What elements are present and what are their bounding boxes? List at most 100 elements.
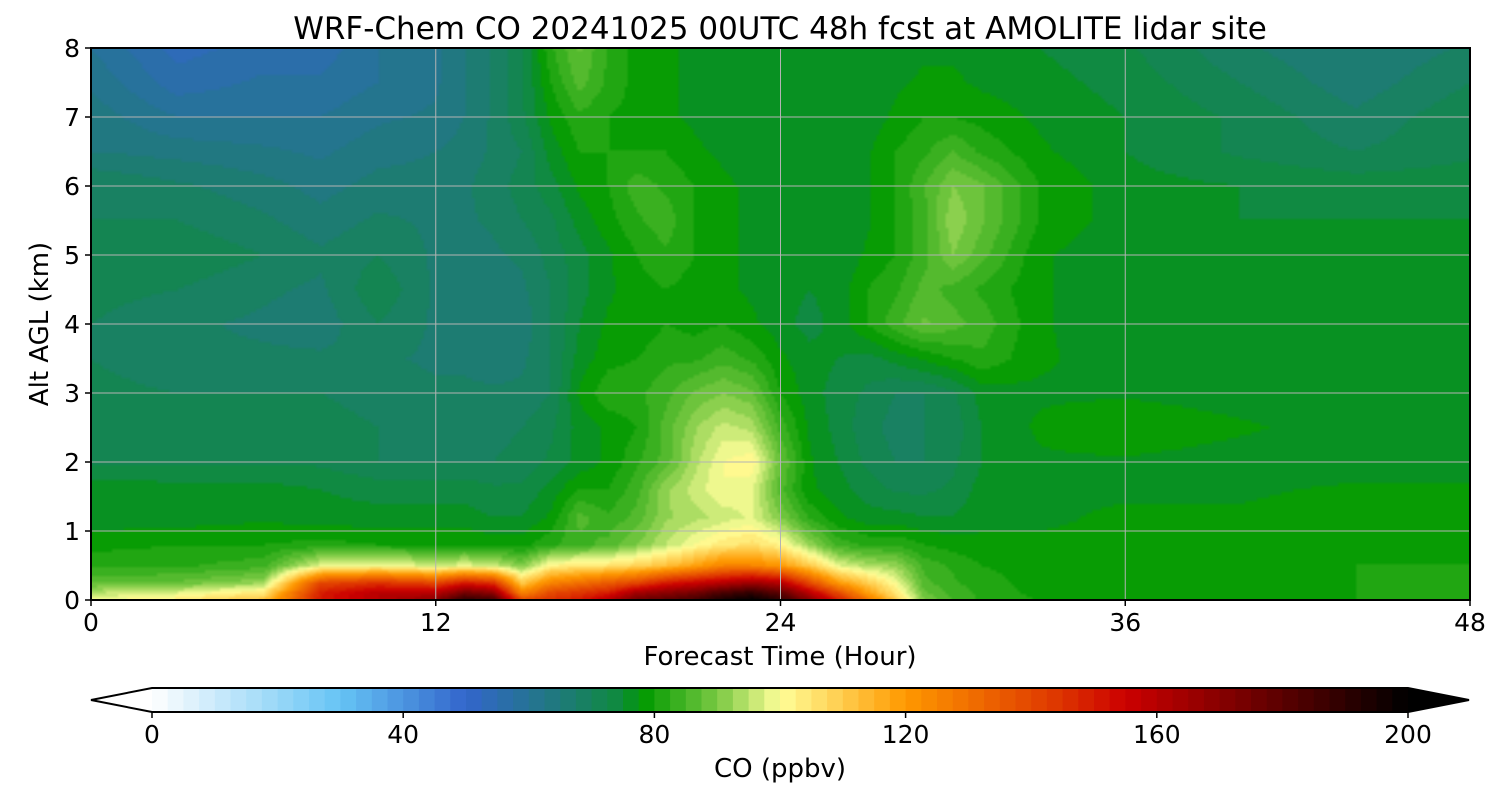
colorbar-swatch xyxy=(1329,688,1346,712)
y-tick-label: 4 xyxy=(64,310,80,339)
colorbar-swatch xyxy=(1046,688,1064,712)
colorbar-swatch xyxy=(717,688,734,712)
y-tick-label: 6 xyxy=(64,172,80,201)
plot-area xyxy=(90,47,1471,601)
x-tick-label: 36 xyxy=(1109,608,1141,637)
colorbar-swatch xyxy=(434,688,451,712)
colorbar-tick-label: 120 xyxy=(882,720,930,749)
colorbar-swatch xyxy=(230,688,247,712)
colorbar-extend-max xyxy=(1408,688,1469,712)
colorbar: 0 40 80 120 160 200 CO (ppbv) xyxy=(90,687,1470,784)
colorbar-swatch xyxy=(937,688,954,712)
colorbar-swatch xyxy=(466,688,483,712)
colorbar-swatch xyxy=(1235,688,1252,712)
colorbar-swatch xyxy=(638,688,655,712)
colorbar-swatch xyxy=(214,688,232,712)
colorbar-swatch xyxy=(324,688,341,712)
colorbar-swatch xyxy=(450,688,467,712)
x-tick-label: 0 xyxy=(83,608,99,637)
colorbar-swatch xyxy=(575,688,593,712)
colorbar-swatch xyxy=(1345,688,1362,712)
colorbar-swatch xyxy=(701,688,718,712)
colorbar-swatch xyxy=(152,688,169,712)
colorbar-swatches xyxy=(152,688,1409,712)
colorbar-swatch xyxy=(356,688,373,712)
colorbar-swatch xyxy=(968,688,985,712)
y-tick-label: 2 xyxy=(64,448,80,477)
colorbar-swatch xyxy=(1141,688,1158,712)
colorbar-swatch xyxy=(371,688,389,712)
colorbar-swatch xyxy=(340,688,357,712)
colorbar-swatch xyxy=(780,688,797,712)
x-tick-label: 12 xyxy=(420,608,452,637)
y-tick-label: 0 xyxy=(64,586,80,615)
y-tick-label: 1 xyxy=(64,517,80,546)
colorbar-swatch xyxy=(1203,688,1221,712)
colorbar-swatch xyxy=(418,688,436,712)
colorbar-swatch xyxy=(842,688,860,712)
colorbar-swatch xyxy=(889,688,907,712)
colorbar-tick-label: 160 xyxy=(1133,720,1181,749)
colorbar-swatch xyxy=(403,688,420,712)
colorbar-swatch xyxy=(167,688,184,712)
colorbar-swatch xyxy=(1282,688,1299,712)
colorbar-swatch xyxy=(623,688,640,712)
colorbar-swatch xyxy=(246,688,263,712)
colorbar-swatch xyxy=(732,688,750,712)
colorbar-swatch xyxy=(560,688,577,712)
colorbar-swatch xyxy=(984,688,1001,712)
colorbar-swatch xyxy=(1313,688,1331,712)
colorbar-swatch xyxy=(183,688,200,712)
x-axis-ticks: 0 12 24 36 48 xyxy=(83,600,1486,637)
colorbar-swatch xyxy=(952,688,969,712)
colorbar-swatch xyxy=(277,688,294,712)
colorbar-swatch xyxy=(1298,688,1315,712)
colorbar-swatch xyxy=(481,688,498,712)
colorbar-swatch xyxy=(1188,688,1205,712)
colorbar-swatch xyxy=(309,688,326,712)
colorbar-swatch xyxy=(1219,688,1236,712)
colorbar-swatch xyxy=(607,688,624,712)
colorbar-swatch xyxy=(1360,688,1378,712)
colorbar-swatch xyxy=(1109,688,1126,712)
colorbar-swatch xyxy=(748,688,765,712)
colorbar-tick-label: 40 xyxy=(387,720,419,749)
colorbar-swatch xyxy=(858,688,875,712)
x-axis-label: Forecast Time (Hour) xyxy=(643,642,916,672)
colorbar-swatch xyxy=(544,688,561,712)
colorbar-swatch xyxy=(261,688,279,712)
colorbar-swatch xyxy=(1266,688,1283,712)
colorbar-swatch xyxy=(811,688,828,712)
colorbar-label: CO (ppbv) xyxy=(714,754,846,784)
colorbar-swatch xyxy=(293,688,310,712)
y-tick-label: 7 xyxy=(64,103,80,132)
colorbar-swatch xyxy=(1094,688,1111,712)
colorbar-swatch xyxy=(513,688,530,712)
y-tick-label: 3 xyxy=(64,379,80,408)
colorbar-swatch xyxy=(921,688,938,712)
colorbar-swatch xyxy=(387,688,404,712)
colorbar-swatch xyxy=(999,688,1017,712)
x-tick-label: 24 xyxy=(765,608,797,637)
grid-lines xyxy=(91,48,1470,600)
colorbar-swatch xyxy=(1156,688,1174,712)
colorbar-swatch xyxy=(1125,688,1142,712)
colorbar-swatch xyxy=(1172,688,1189,712)
colorbar-swatch xyxy=(199,688,216,712)
colorbar-swatch xyxy=(654,688,671,712)
colorbar-swatch xyxy=(497,688,514,712)
colorbar-swatch xyxy=(827,688,844,712)
colorbar-swatch xyxy=(1015,688,1032,712)
y-axis-ticks: 0 1 2 3 4 5 6 7 8 xyxy=(64,34,91,615)
colorbar-swatch xyxy=(1062,688,1079,712)
colorbar-extend-min xyxy=(91,688,152,712)
colorbar-tick-label: 200 xyxy=(1384,720,1432,749)
colorbar-swatch xyxy=(1251,688,1268,712)
colorbar-swatch xyxy=(905,688,922,712)
colorbar-swatch xyxy=(1031,688,1048,712)
colorbar-swatch xyxy=(1376,688,1393,712)
y-tick-label: 5 xyxy=(64,241,80,270)
chart-title: WRF-Chem CO 20241025 00UTC 48h fcst at A… xyxy=(293,11,1267,47)
colorbar-ticks: 0 40 80 120 160 200 xyxy=(144,712,1432,749)
colorbar-tick-label: 0 xyxy=(144,720,160,749)
